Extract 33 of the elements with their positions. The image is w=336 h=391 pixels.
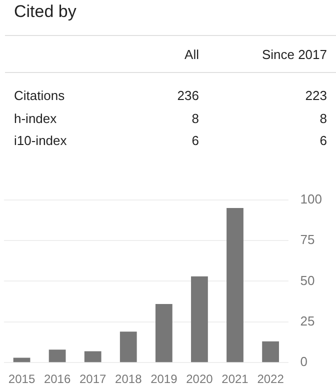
bar [191,276,208,362]
bar [262,341,279,362]
text: i10-index [13,132,68,150]
bar [13,358,30,362]
bar [48,350,66,362]
text: 223 [304,86,328,104]
bar [84,351,102,362]
text: 236 [176,86,200,104]
x-tick-label: 2017 [79,372,107,386]
text: All [130,36,208,72]
y-tick-label: 50 [300,272,315,288]
y-tick-label: 0 [300,354,308,370]
text: 6 [318,132,328,150]
x-tick-label: 2015 [8,372,36,386]
bar [120,332,137,362]
x-tick-label: 2019 [150,372,178,386]
x-tick-label: 2020 [186,372,214,386]
text: 8 [318,110,328,128]
x-tick-label: 2018 [115,372,142,386]
bar [155,304,172,362]
bar [226,208,244,362]
y-tick-label: 100 [300,191,322,206]
x-tick-label: 2021 [222,372,249,386]
x-tick-label: 2022 [257,372,284,386]
chart-title: Cited by [14,2,76,22]
y-tick-label: 25 [300,313,315,328]
x-tick-label: 2016 [44,372,71,386]
text: Since 2017 [208,36,336,72]
y-tick-label: 75 [300,232,315,248]
text: 8 [190,110,200,128]
text: Citations [13,86,66,104]
text: h-index [13,110,58,128]
text: 6 [190,132,200,150]
